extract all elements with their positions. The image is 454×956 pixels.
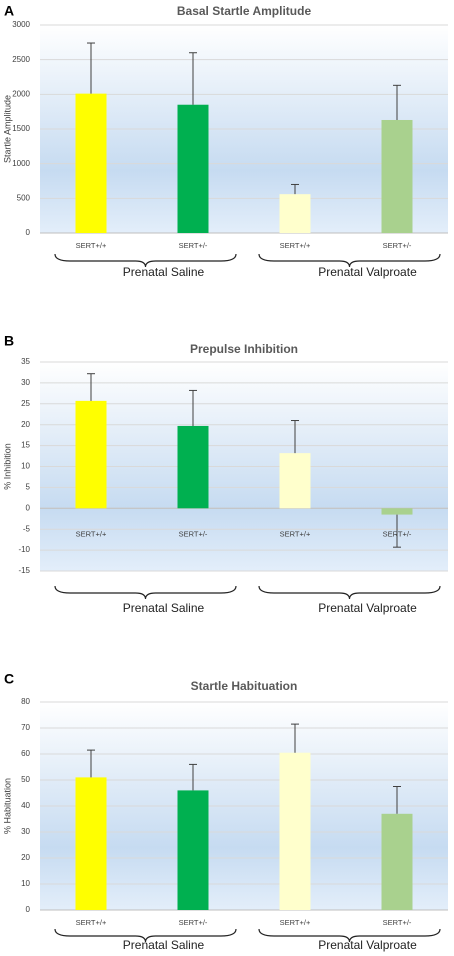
x-tick-label: SERT+/- — [383, 529, 412, 538]
bar — [381, 119, 413, 233]
x-tick-label: SERT+/- — [179, 529, 208, 538]
chart-title: Basal Startle Amplitude — [177, 4, 312, 18]
x-tick-label: SERT+/+ — [76, 529, 107, 538]
y-tick-label: -5 — [23, 524, 31, 533]
bar — [279, 194, 311, 233]
brace — [258, 928, 441, 943]
brace — [258, 585, 441, 600]
y-tick-label: 20 — [21, 420, 30, 429]
y-tick-label: 1500 — [12, 124, 30, 133]
y-tick-label: -10 — [18, 545, 30, 554]
y-axis-label: % Inhibition — [2, 443, 12, 490]
panel-letter: A — [4, 3, 14, 19]
brace — [258, 253, 441, 268]
panel-letter: B — [4, 333, 14, 349]
group-label: Prenatal Valproate — [318, 601, 417, 615]
y-tick-label: 5 — [26, 483, 31, 492]
y-tick-label: 40 — [21, 801, 30, 810]
bar — [75, 93, 107, 233]
group-label: Prenatal Saline — [123, 265, 205, 279]
brace — [54, 253, 237, 268]
panel-letter: C — [4, 671, 14, 687]
y-axis-label: Startle Amplitude — [2, 95, 12, 163]
y-tick-label: 30 — [21, 827, 30, 836]
x-tick-label: SERT+/- — [383, 241, 412, 250]
y-tick-label: 2000 — [12, 89, 30, 98]
bar — [381, 813, 413, 910]
bar — [177, 104, 209, 233]
y-tick-label: 35 — [21, 357, 30, 366]
brace — [54, 585, 237, 600]
group-label: Prenatal Saline — [123, 601, 205, 615]
x-tick-label: SERT+/- — [383, 918, 412, 927]
x-tick-label: SERT+/+ — [280, 241, 311, 250]
x-tick-label: SERT+/+ — [76, 241, 107, 250]
bar — [75, 777, 107, 910]
x-tick-label: SERT+/+ — [280, 918, 311, 927]
y-tick-label: 10 — [21, 462, 30, 471]
x-tick-label: SERT+/- — [179, 918, 208, 927]
y-tick-label: 80 — [21, 697, 30, 706]
chart-title: Startle Habituation — [191, 679, 298, 693]
x-tick-label: SERT+/- — [179, 241, 208, 250]
group-label: Prenatal Saline — [123, 938, 205, 952]
y-axis-label: % Habituation — [2, 778, 12, 834]
y-tick-label: 500 — [17, 193, 31, 202]
bar — [279, 752, 311, 910]
y-tick-label: 1000 — [12, 159, 30, 168]
x-tick-label: SERT+/+ — [280, 529, 311, 538]
y-tick-label: 0 — [26, 905, 31, 914]
y-tick-label: 50 — [21, 775, 30, 784]
bar — [177, 425, 209, 509]
bar — [75, 400, 107, 509]
bar — [381, 508, 413, 515]
x-tick-label: SERT+/+ — [76, 918, 107, 927]
y-tick-label: 70 — [21, 723, 30, 732]
y-tick-label: 0 — [26, 503, 31, 512]
y-tick-label: 25 — [21, 399, 30, 408]
y-tick-label: 3000 — [12, 20, 30, 29]
brace — [54, 928, 237, 943]
group-label: Prenatal Valproate — [318, 265, 417, 279]
y-tick-label: 15 — [21, 441, 30, 450]
y-tick-label: -15 — [18, 566, 30, 575]
bar — [177, 790, 209, 910]
y-tick-label: 30 — [21, 378, 30, 387]
group-label: Prenatal Valproate — [318, 938, 417, 952]
chart-title: Prepulse Inhibition — [190, 342, 298, 356]
y-tick-label: 2500 — [12, 55, 30, 64]
y-tick-label: 10 — [21, 879, 30, 888]
y-tick-label: 20 — [21, 853, 30, 862]
y-tick-label: 0 — [26, 228, 31, 237]
y-tick-label: 60 — [21, 749, 30, 758]
bar — [279, 453, 311, 509]
